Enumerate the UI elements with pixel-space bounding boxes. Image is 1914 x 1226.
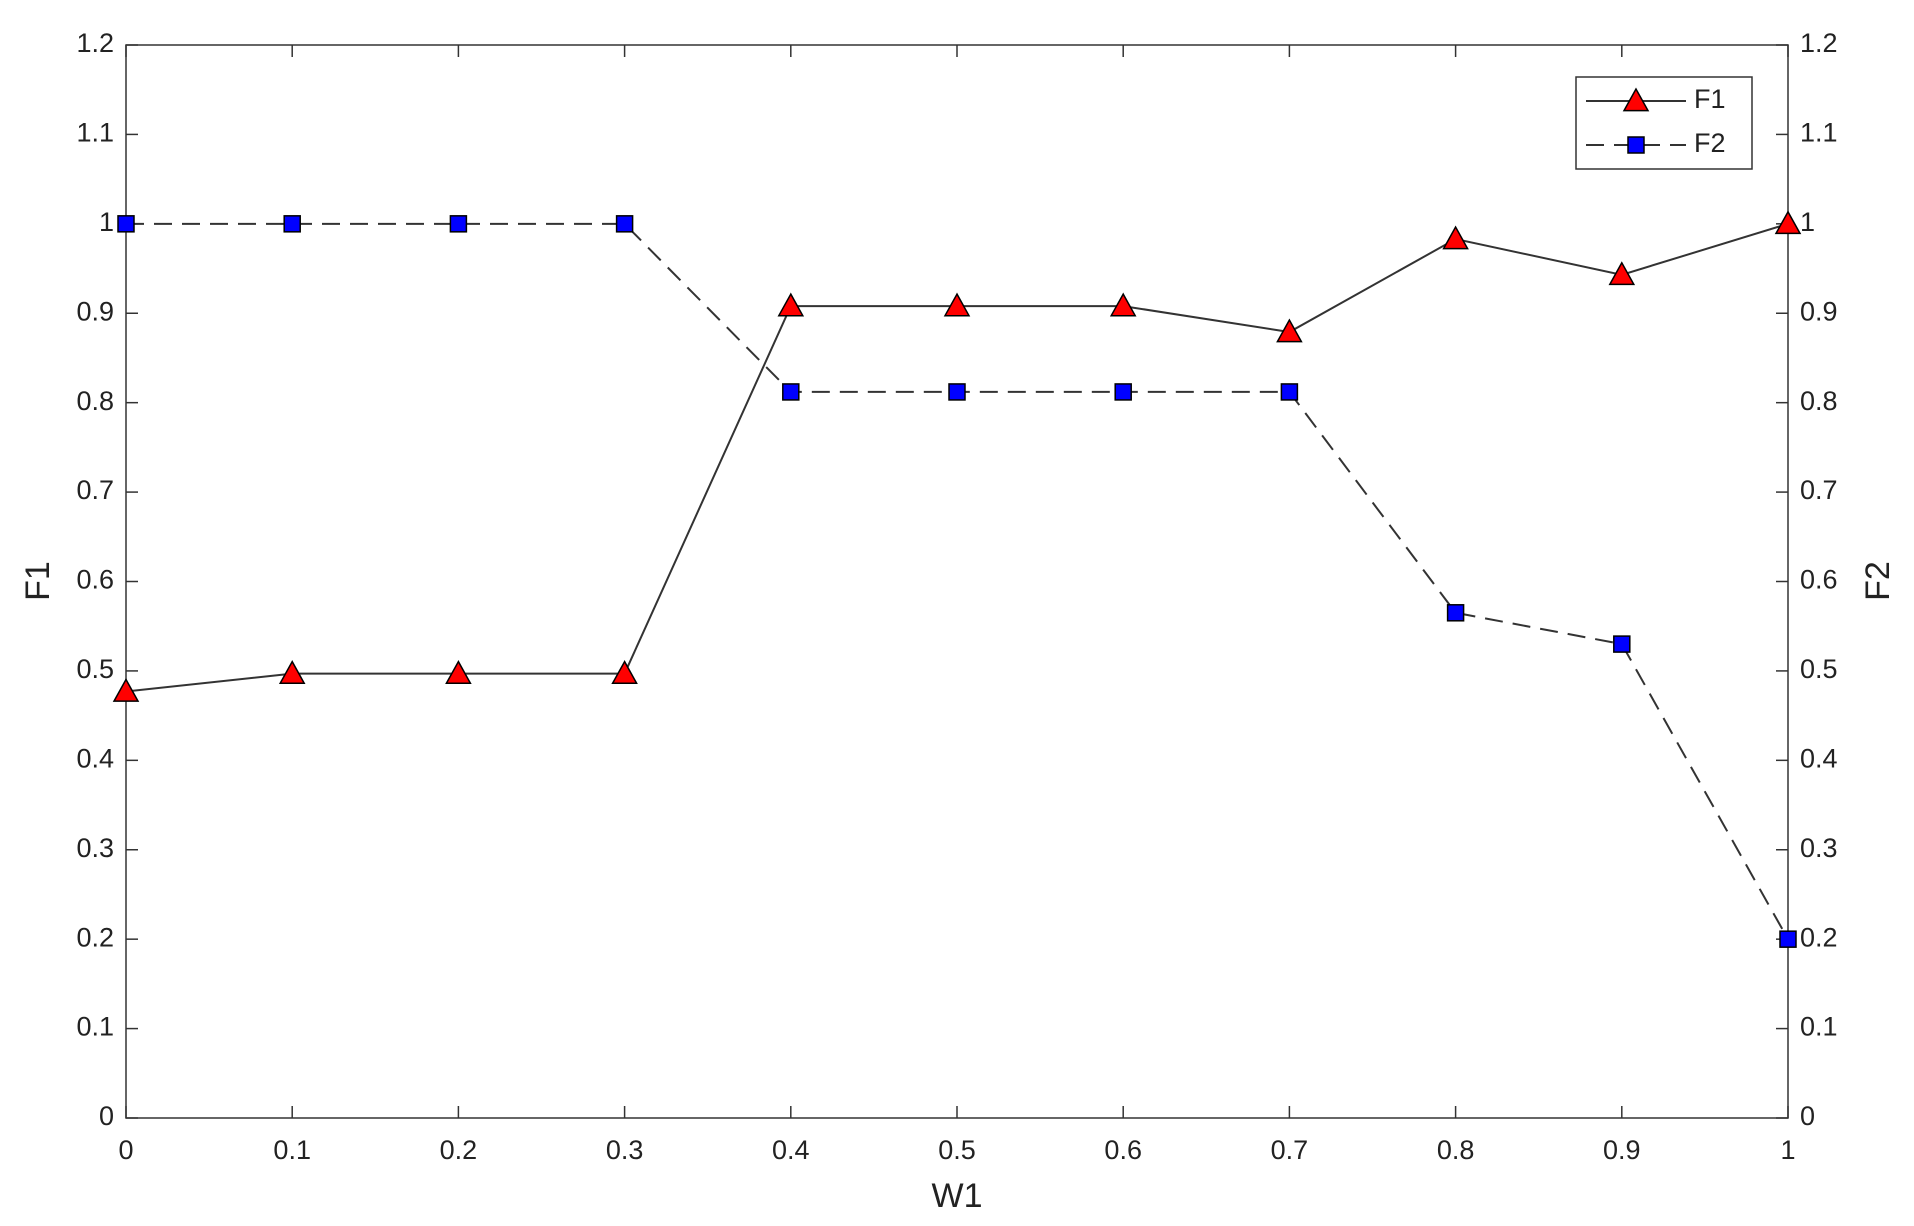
y2-tick-label: 0.3 bbox=[1800, 833, 1838, 863]
x-tick-label: 0.7 bbox=[1271, 1135, 1309, 1165]
y-tick-label: 0.6 bbox=[76, 565, 114, 595]
y2-tick-label: 0.8 bbox=[1800, 386, 1838, 416]
data-point bbox=[449, 215, 468, 233]
data-point bbox=[1774, 210, 1802, 235]
data-point bbox=[948, 383, 966, 401]
data-point bbox=[445, 660, 472, 684]
data-point bbox=[1608, 261, 1636, 286]
data-point bbox=[611, 660, 638, 684]
data-point bbox=[1276, 318, 1303, 343]
data-point bbox=[1442, 225, 1469, 250]
data-point bbox=[1779, 930, 1797, 948]
y2-tick-label: 0.2 bbox=[1800, 922, 1838, 952]
y2-tick-label: 0.9 bbox=[1800, 296, 1838, 326]
y-tick-label: 0.5 bbox=[76, 654, 114, 684]
legend-marker bbox=[1627, 136, 1645, 154]
y2-tick-label: 1.1 bbox=[1800, 118, 1838, 148]
x-tick-label: 0.2 bbox=[440, 1135, 478, 1165]
y2-tick-label: 1 bbox=[1800, 207, 1815, 237]
data-point bbox=[615, 215, 634, 233]
data-point bbox=[1114, 383, 1132, 401]
legend-marker bbox=[1622, 87, 1650, 112]
y-tick-label: 0.9 bbox=[76, 296, 114, 326]
x-tick-label: 0.8 bbox=[1437, 1135, 1475, 1165]
y2-tick-label: 0.1 bbox=[1800, 1012, 1838, 1042]
y2-tick-label: 0 bbox=[1800, 1101, 1815, 1131]
y-tick-label: 0 bbox=[99, 1101, 114, 1131]
x-tick-label: 0.5 bbox=[938, 1135, 976, 1165]
data-point bbox=[1280, 383, 1299, 401]
data-point bbox=[1109, 292, 1137, 317]
y2-tick-label: 0.6 bbox=[1800, 565, 1838, 595]
data-point bbox=[117, 215, 135, 233]
data-point bbox=[1446, 604, 1465, 622]
x-tick-label: 0.9 bbox=[1603, 1135, 1641, 1165]
x-tick-label: 0 bbox=[118, 1135, 133, 1165]
data-point bbox=[278, 660, 306, 684]
legend-label: F1 bbox=[1694, 84, 1726, 114]
data-point bbox=[112, 677, 140, 702]
y-tick-label: 1.2 bbox=[76, 28, 114, 58]
y-tick-label: 0.2 bbox=[76, 922, 114, 952]
data-point bbox=[777, 292, 805, 317]
x-axis-label: W1 bbox=[932, 1177, 983, 1215]
y-tick-label: 0.7 bbox=[76, 475, 114, 505]
x-tick-label: 0.1 bbox=[273, 1135, 311, 1165]
y2-tick-label: 0.7 bbox=[1800, 475, 1838, 505]
series-line bbox=[126, 222, 1789, 940]
y-tick-label: 0.1 bbox=[76, 1012, 114, 1042]
legend-label: F2 bbox=[1694, 128, 1726, 158]
y2-tick-label: 1.2 bbox=[1800, 28, 1838, 58]
y2-tick-label: 0.4 bbox=[1800, 743, 1838, 773]
data-point bbox=[943, 292, 971, 317]
x-tick-label: 0.3 bbox=[606, 1135, 644, 1165]
data-point bbox=[782, 383, 800, 401]
y2-tick-label: 0.5 bbox=[1800, 654, 1838, 684]
y-tick-label: 0.8 bbox=[76, 386, 114, 416]
y-tick-label: 0.3 bbox=[76, 833, 114, 863]
y-axis-label: F1 bbox=[19, 561, 57, 601]
y-tick-label: 1 bbox=[99, 207, 114, 237]
data-point bbox=[1613, 635, 1631, 653]
x-tick-label: 1 bbox=[1780, 1135, 1795, 1165]
legend-box bbox=[1575, 76, 1753, 170]
y-tick-label: 0.4 bbox=[76, 743, 114, 773]
data-point bbox=[283, 215, 301, 233]
x-tick-label: 0.4 bbox=[772, 1135, 810, 1165]
y2-axis-label: F2 bbox=[1859, 561, 1897, 601]
plot-frame bbox=[125, 44, 1789, 1119]
x-tick-label: 0.6 bbox=[1104, 1135, 1142, 1165]
y-tick-label: 1.1 bbox=[76, 118, 114, 148]
